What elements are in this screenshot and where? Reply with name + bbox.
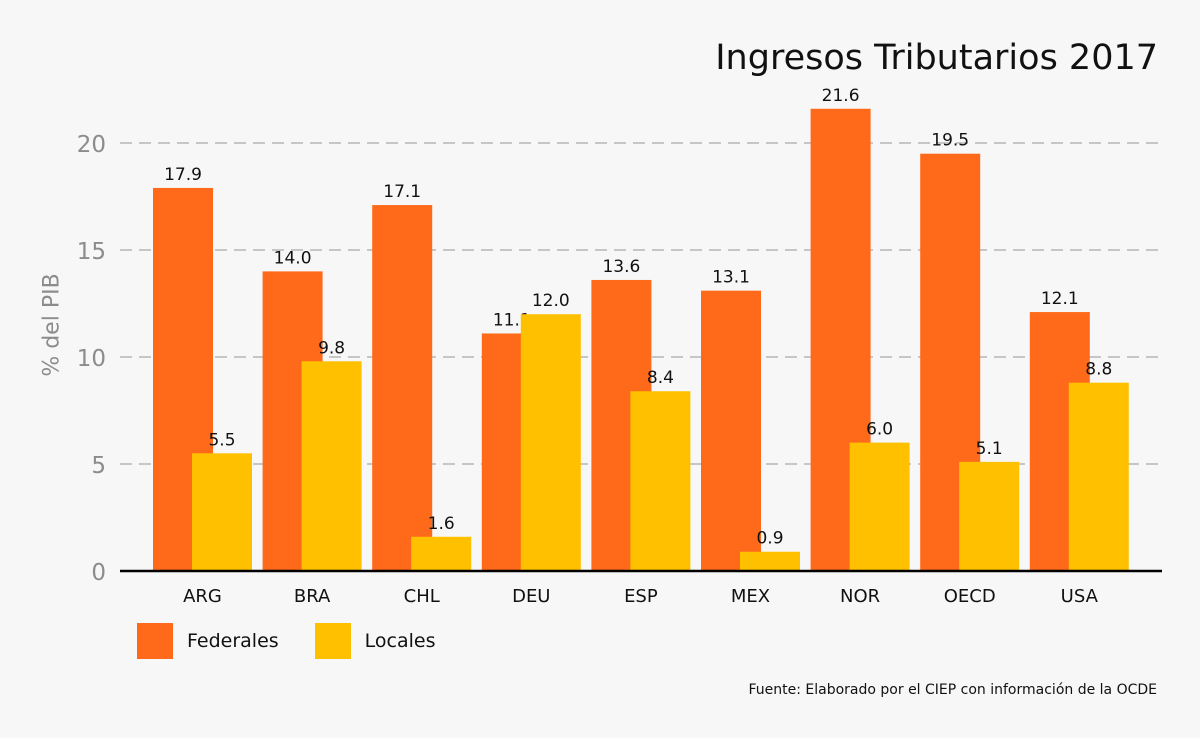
data-label-federales-usa: 12.1 xyxy=(1041,289,1079,309)
y-axis-label: % del PIB xyxy=(39,273,65,377)
data-label-locales-mex: 0.9 xyxy=(756,529,783,549)
data-label-federales-oecd: 19.5 xyxy=(931,131,969,151)
chart-title: Ingresos Tributarios 2017 xyxy=(715,38,1158,78)
bar-locales-chl xyxy=(411,536,472,571)
y-tick-label-0: 0 xyxy=(91,560,106,586)
x-tick-label-chl: CHL xyxy=(404,586,440,607)
x-tick-label-deu: DEU xyxy=(512,586,550,607)
x-tick-label-mex: MEX xyxy=(731,586,770,607)
data-label-federales-mex: 13.1 xyxy=(712,268,750,288)
data-label-federales-arg: 17.9 xyxy=(164,165,202,185)
legend: Federales Locales xyxy=(137,623,472,659)
bar-locales-arg xyxy=(192,453,252,571)
x-tick-label-nor: NOR xyxy=(840,586,880,607)
data-label-federales-esp: 13.6 xyxy=(602,257,640,277)
legend-swatch-federales xyxy=(137,623,173,659)
x-tick-label-esp: ESP xyxy=(624,586,658,607)
legend-item-locales: Locales xyxy=(314,623,436,659)
data-label-locales-nor: 6.0 xyxy=(866,420,893,440)
x-tick-label-arg: ARG xyxy=(183,586,222,607)
y-tick-label-10: 10 xyxy=(77,346,106,372)
data-label-locales-usa: 8.8 xyxy=(1085,360,1112,380)
y-tick-label-5: 5 xyxy=(91,453,106,479)
bar-locales-usa xyxy=(1068,382,1129,571)
x-tick-label-oecd: OECD xyxy=(944,586,996,607)
data-label-federales-nor: 21.6 xyxy=(822,86,860,106)
data-label-locales-oecd: 5.1 xyxy=(976,439,1003,459)
bar-locales-bra xyxy=(301,361,362,571)
data-label-federales-bra: 14.0 xyxy=(274,248,312,268)
x-tick-label-bra: BRA xyxy=(294,586,331,607)
source-note: Fuente: Elaborado por el CIEP con inform… xyxy=(748,682,1157,698)
bar-locales-deu xyxy=(520,314,581,571)
bar-federales-mex xyxy=(701,290,761,571)
bar-locales-esp xyxy=(630,391,691,571)
data-label-federales-chl: 17.1 xyxy=(383,182,421,202)
data-label-locales-arg: 5.5 xyxy=(208,430,235,450)
x-tick-label-usa: USA xyxy=(1061,586,1099,607)
legend-swatch-locales xyxy=(314,623,351,659)
data-label-locales-esp: 8.4 xyxy=(647,368,674,388)
data-label-locales-deu: 12.0 xyxy=(532,291,570,311)
data-label-locales-chl: 1.6 xyxy=(428,514,455,534)
bar-locales-nor xyxy=(849,442,910,571)
bar-locales-mex xyxy=(740,551,800,571)
y-tick-label-15: 15 xyxy=(77,239,106,265)
y-tick-label-20: 20 xyxy=(77,132,106,158)
legend-label-locales: Locales xyxy=(364,630,436,652)
data-label-locales-bra: 9.8 xyxy=(318,338,345,358)
legend-label-federales: Federales xyxy=(187,630,279,652)
legend-item-federales: Federales xyxy=(137,623,279,659)
bar-federales-chl xyxy=(372,205,433,571)
bar-locales-oecd xyxy=(959,461,1020,571)
